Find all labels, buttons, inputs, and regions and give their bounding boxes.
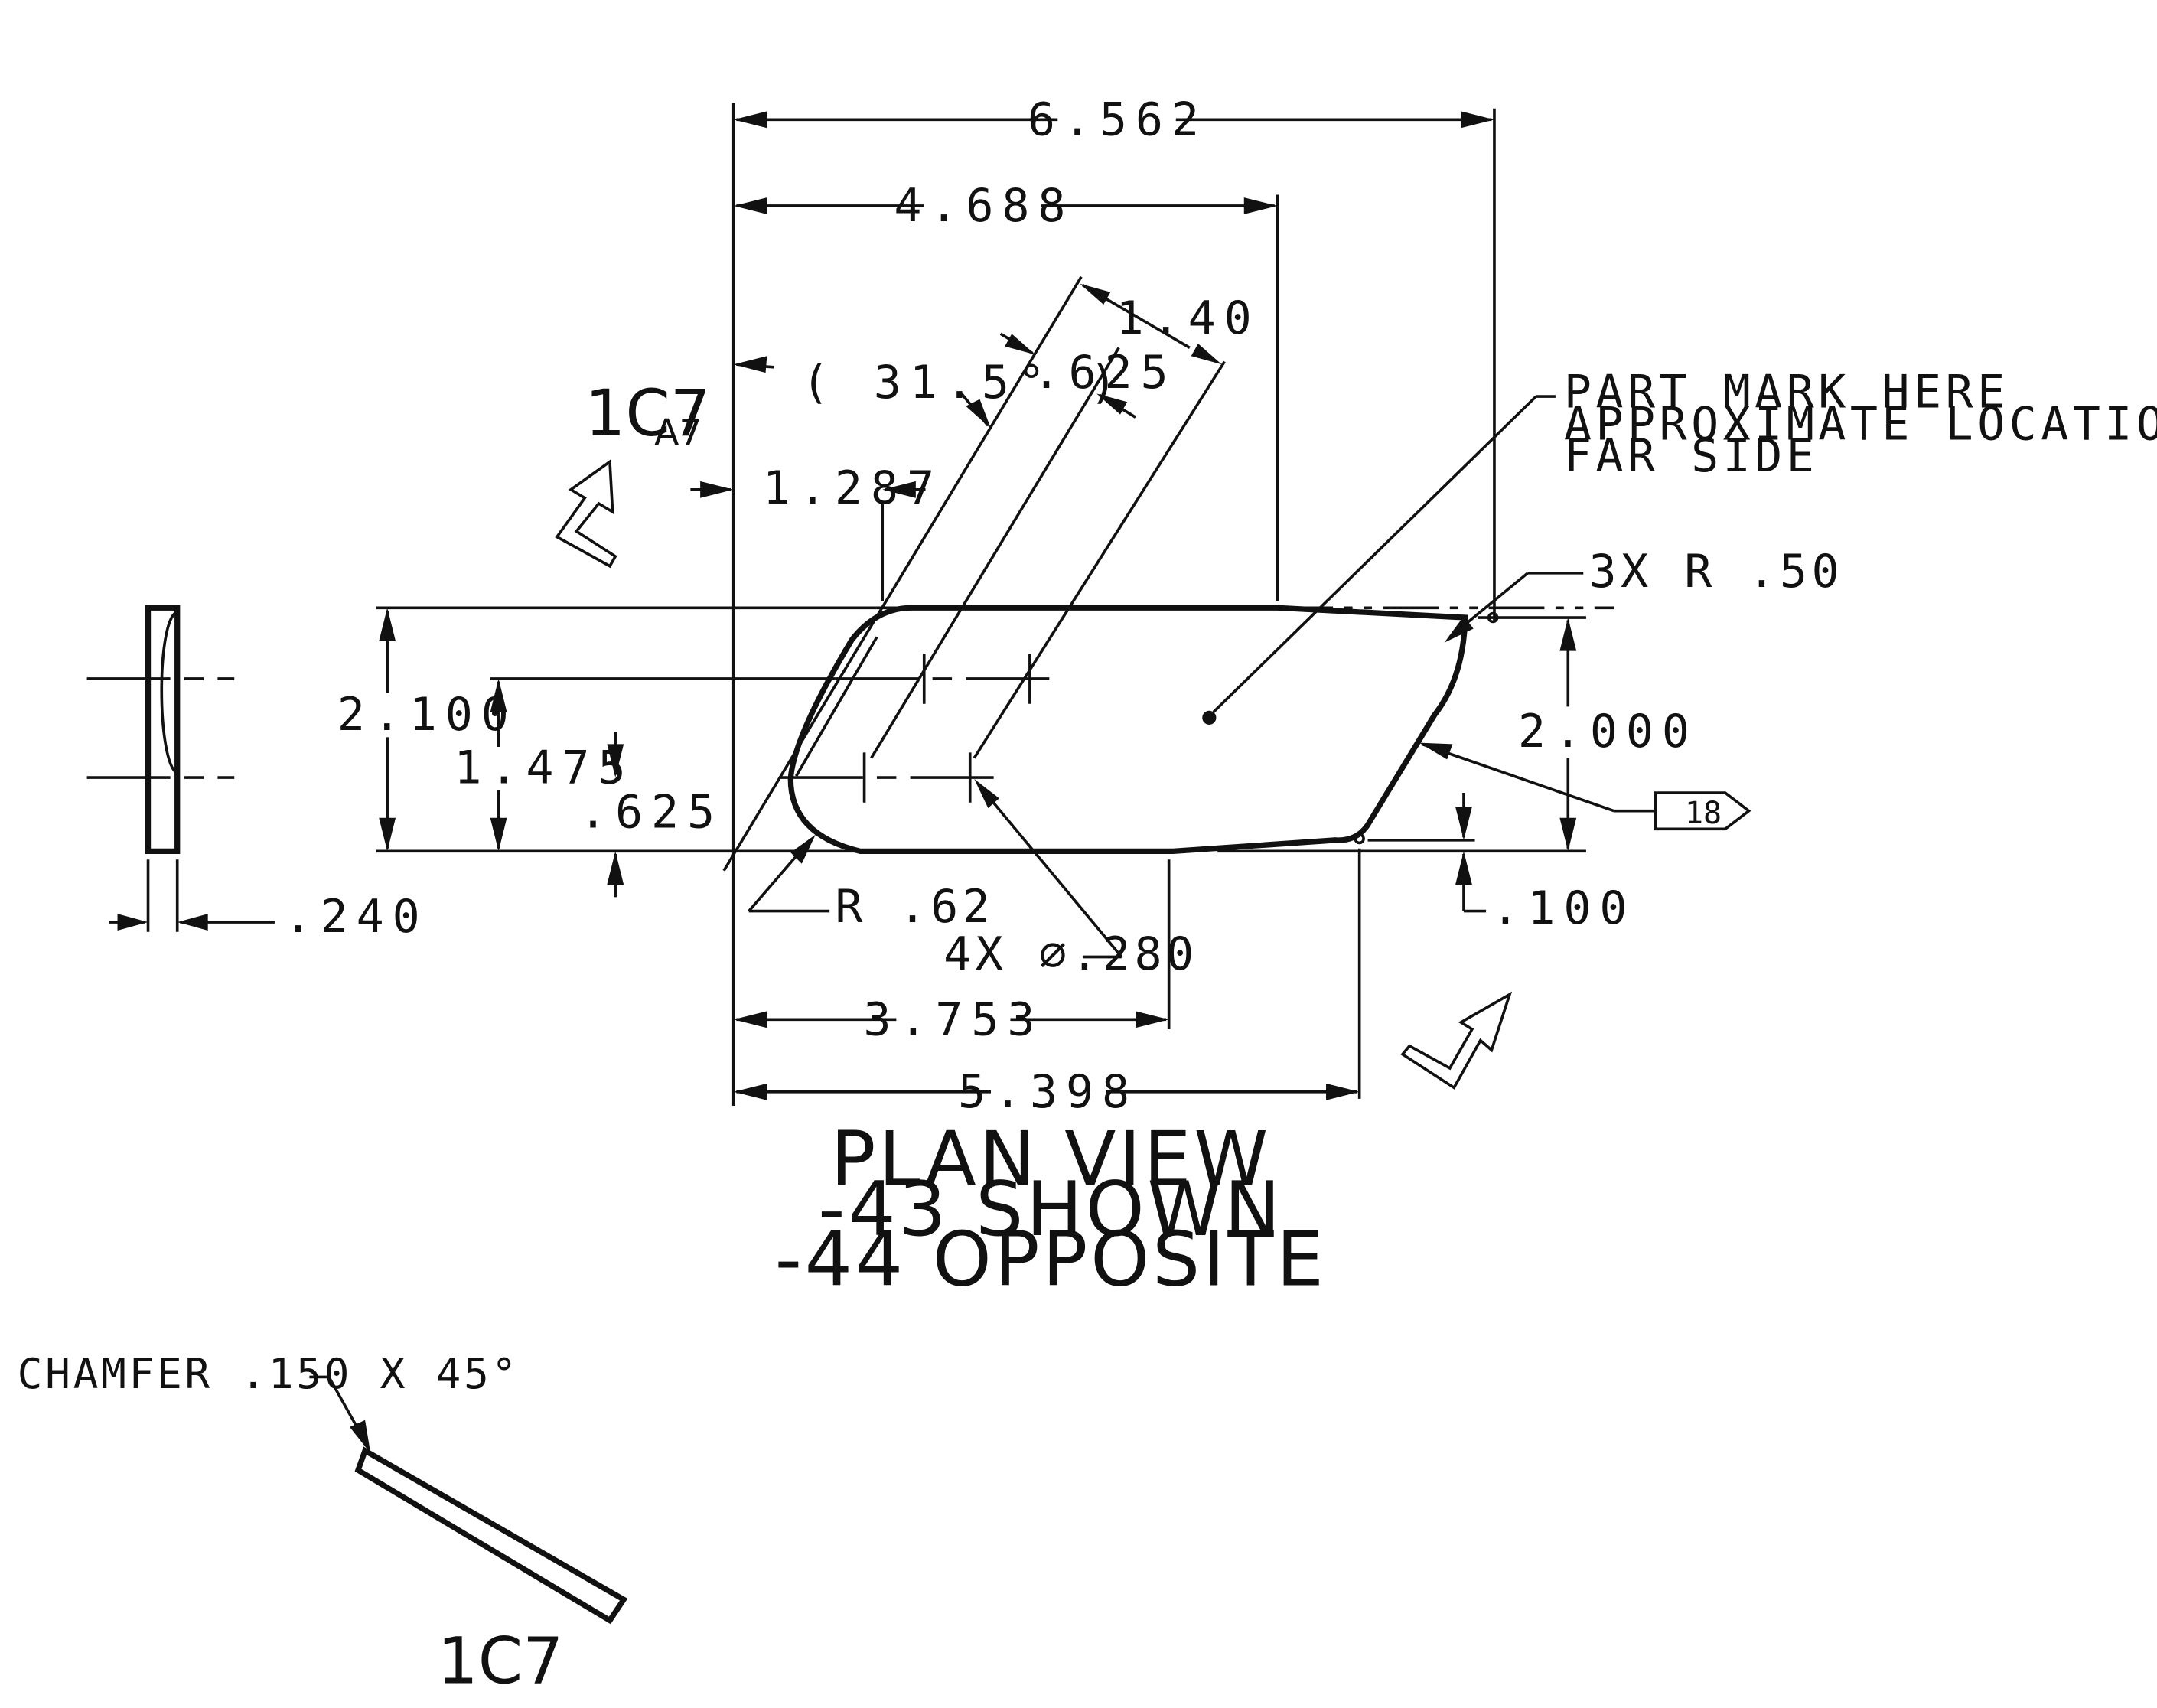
detail-1c7: CHAMFER .150 X 45° 1C7 (18, 1349, 628, 1698)
hole-and-radius-callouts: R .62 4X ∅.280 (748, 778, 1197, 981)
detail-section-bar (354, 1446, 628, 1625)
offset-1287-dimension: 1.287 (763, 461, 943, 515)
diagonal-dimensions: 1.40 .625 (722, 275, 1260, 872)
flag-note-icon: 18 (1654, 791, 1751, 831)
lower-hole-row-dimension: .625 (579, 785, 723, 839)
part-mark-note-line-1: PART MARK HERE (1564, 366, 2009, 419)
corner-radii-callout: 3X R .50 (1589, 545, 1843, 598)
view-direction-arrow-icon (555, 459, 617, 569)
section-ref-main: 1C7 (585, 376, 711, 451)
width-overall-dimension: 2.100 (337, 688, 517, 742)
diag-extension-2 (870, 347, 1120, 759)
edge-view: .240 (86, 605, 428, 944)
diag-extension-1 (722, 275, 1083, 872)
part-mark-dot (1202, 710, 1217, 725)
right-offset-dimension: .100 (1491, 882, 1635, 935)
angle-dimension: ( 31.5° ) (802, 356, 1126, 409)
diag-extension-3 (973, 360, 1226, 759)
part-mark-note-line-2: APPROXIMATE LOCATION (1564, 397, 2157, 451)
right-height-dimension: 2.000 (1518, 705, 1698, 758)
hole-spacing-diagonal-dimension: .625 (1033, 346, 1177, 399)
left-radius-callout: R .62 (835, 880, 994, 934)
chamfer-callout: CHAMFER .150 X 45° (18, 1349, 520, 1398)
section-ref-sub: A7 (654, 412, 702, 455)
overall-length-dimension: 6.562 (1028, 93, 1207, 146)
part-mark-note-line-3: FAR SIDE (1564, 429, 1818, 483)
part-outline (787, 605, 1468, 854)
bottom-dimensions: 3.753 5.398 (733, 848, 1361, 1119)
top-dimensions: 6.562 4.688 ( 31.5° ) 1.287 (690, 93, 1496, 1106)
upper-tangent-dimension: 4.688 (894, 179, 1074, 233)
upper-hole-row-dimension: 1.475 (454, 741, 634, 794)
hole-callout: 4X ∅.280 (943, 927, 1197, 981)
plan-view-subtitle-2: -44 OPPOSITE (775, 1216, 1327, 1303)
left-dimensions: 2.100 1.475 .625 (337, 606, 905, 898)
plan-view-part (779, 605, 1468, 854)
lower-tangent-dimension: 3.753 (863, 993, 1043, 1046)
view-references: 1C7 A7 PLAN VIEW -43 SHOWN -44 OPPOSITE (555, 376, 1513, 1303)
hole-offset-diagonal-dimension: 1.40 (1116, 292, 1260, 345)
thickness-dimension: .240 (285, 890, 428, 944)
flag-note-number: 18 (1685, 796, 1722, 831)
view-direction-arrow-icon (1400, 991, 1513, 1090)
edge-view-chamfer-line (160, 610, 178, 775)
plan-view-title: PLAN VIEW (830, 1116, 1271, 1204)
right-lower-dimension: 5.398 (958, 1065, 1138, 1119)
plan-view-subtitle-1: -43 SHOWN (818, 1166, 1283, 1253)
edge-view-outline (145, 605, 181, 854)
chamfer-edge-line (794, 636, 878, 777)
right-dimensions: 2.000 .100 3X R .50 PART MARK HERE APPRO… (1212, 366, 2157, 935)
detail-ref-label: 1C7 (438, 1623, 564, 1698)
